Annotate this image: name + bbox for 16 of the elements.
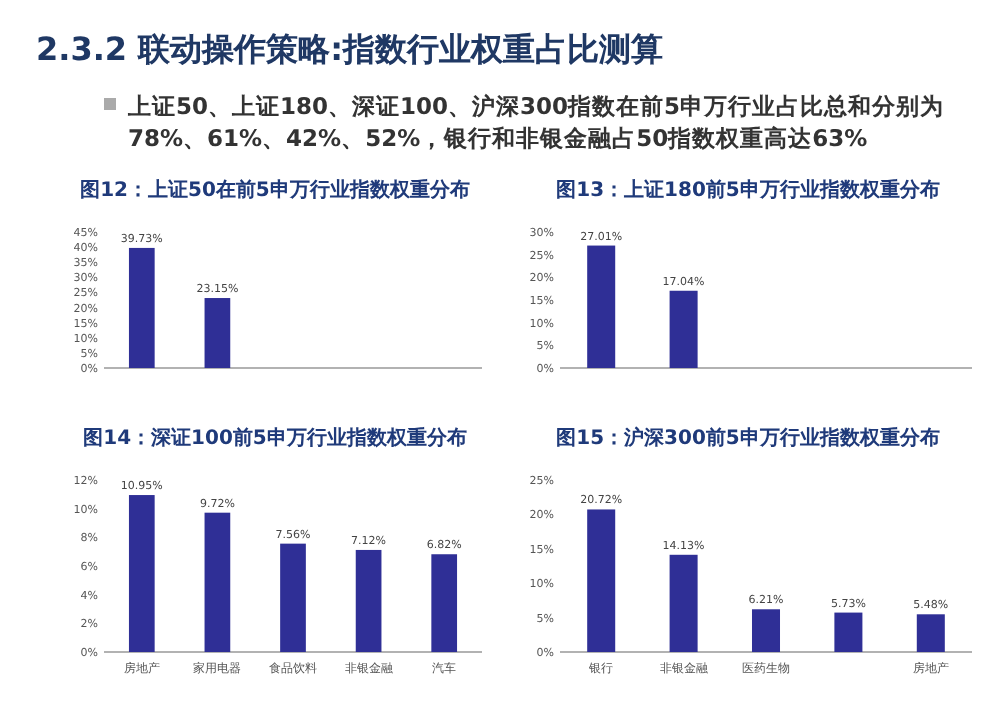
bar xyxy=(834,612,863,652)
text: 上证50、上证180、深证100、沪深300指数在前5申万行业占比总和分别为78%、61%、42%、52%，银行和非银金融占50指数权重高达63% xyxy=(126,92,945,152)
bar xyxy=(355,549,382,652)
bar xyxy=(669,554,698,652)
chart-title: 图15：沪深300前5申万行业指数权重分布 xyxy=(556,426,940,450)
chart-title: 图13：上证180前5申万行业指数权重分布 xyxy=(556,178,940,202)
bar xyxy=(128,495,155,652)
bar xyxy=(431,554,458,652)
bar xyxy=(751,609,781,652)
bar xyxy=(204,512,231,652)
chart-title: 图12：上证50在前5申万行业指数权重分布 xyxy=(80,178,470,202)
chart-title: 图14：深证100前5申万行业指数权重分布 xyxy=(83,426,467,450)
text: 2.3.2 联动操作策略:指数行业权重占比测算 xyxy=(36,30,664,68)
bar xyxy=(916,614,945,652)
bar xyxy=(280,543,306,652)
bar xyxy=(587,509,616,652)
